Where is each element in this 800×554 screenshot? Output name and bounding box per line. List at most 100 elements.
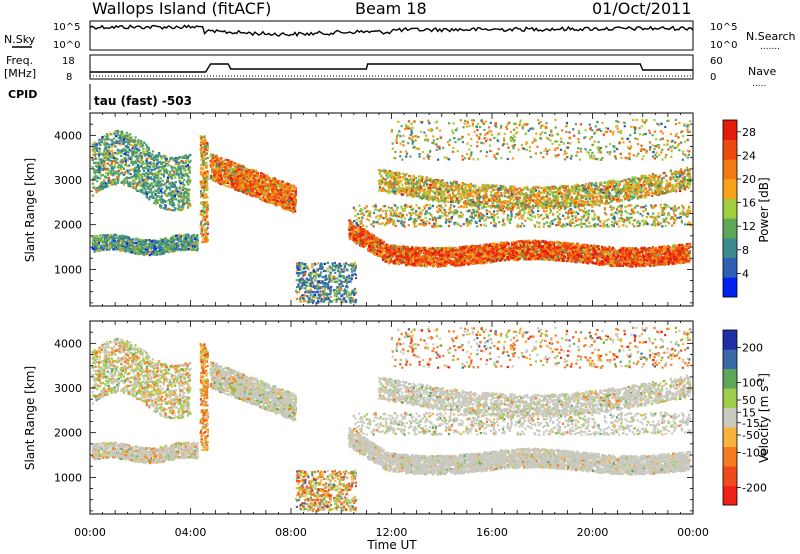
power-cell [186, 235, 188, 237]
power-cell [128, 240, 130, 242]
power-cell [149, 252, 151, 254]
power-cell [146, 247, 148, 249]
power-cell [142, 249, 144, 251]
power-cell [187, 205, 189, 207]
power-cell [127, 146, 129, 148]
power-cell [101, 247, 103, 249]
power-cell [143, 240, 145, 242]
power-cell [104, 135, 106, 137]
power-cell [124, 237, 126, 239]
noise-panel [90, 21, 693, 50]
power-cell [164, 190, 166, 192]
power-cell [153, 253, 155, 255]
power-cell [172, 235, 174, 237]
power-cell [185, 188, 187, 190]
power-cell [125, 246, 127, 248]
power-cell [143, 251, 145, 253]
power-cell [129, 251, 131, 253]
power-cell [116, 237, 118, 239]
power-cell [148, 239, 150, 241]
power-cell [106, 136, 108, 138]
power-cell [194, 238, 196, 240]
power-cell [187, 164, 189, 166]
power-cell [176, 242, 178, 244]
power-cell [142, 247, 144, 249]
power-cell [142, 147, 144, 149]
power-cell [92, 195, 94, 197]
power-cell [122, 133, 124, 135]
power-cell [115, 248, 117, 250]
power-cell [146, 244, 148, 246]
power-cell [120, 240, 122, 242]
power-cell [96, 150, 98, 152]
power-cell [106, 249, 108, 251]
power-cell [140, 251, 142, 253]
power-cell [120, 238, 122, 240]
power-cell [108, 138, 110, 140]
power-cell [106, 133, 108, 135]
nsky-line [90, 25, 693, 36]
power-cell [171, 204, 173, 206]
freq-unit-label: [MHz] [4, 67, 36, 80]
power-cell [139, 157, 141, 159]
noise-tick-left-bottom: 10^0 [53, 40, 80, 51]
noise-tick-right-bottom: 10^0 [710, 40, 737, 51]
power-cell [197, 242, 199, 244]
power-cell [144, 248, 146, 250]
power-cell [146, 193, 148, 195]
power-cell [133, 249, 135, 251]
power-cell [165, 239, 167, 241]
power-cell [123, 243, 125, 245]
power-cell [174, 209, 176, 211]
power-cell [116, 176, 118, 178]
power-cell [117, 246, 119, 248]
power-cell [127, 154, 129, 156]
power-cell [96, 250, 98, 252]
power-cell [135, 188, 137, 190]
power-cell [133, 145, 135, 147]
power-cell [180, 168, 182, 170]
power-cell [135, 250, 137, 252]
power-cell [117, 240, 119, 242]
power-cell [152, 166, 154, 168]
power-cell [135, 252, 137, 254]
power-cell [185, 162, 187, 164]
power-cell [189, 205, 191, 207]
power-cell [179, 162, 181, 164]
power-cell [154, 168, 156, 170]
power-cell [104, 186, 106, 188]
power-cell [104, 176, 106, 178]
power-cell [183, 203, 185, 205]
power-heatmap [92, 119, 692, 304]
power-cell [94, 248, 96, 250]
power-cell [93, 171, 95, 173]
power-cell [133, 183, 135, 185]
power-cell [107, 185, 109, 187]
power-cell [178, 206, 180, 208]
power-cell [120, 155, 122, 157]
power-cell [146, 158, 148, 160]
power-cell [171, 174, 173, 176]
power-cell [93, 168, 95, 170]
power-cell [119, 166, 121, 168]
cpid-label: CPID [8, 88, 37, 101]
power-cell [105, 168, 107, 170]
power-cell [158, 152, 160, 154]
power-cell [183, 243, 185, 245]
power-cell [174, 237, 176, 239]
power-cell [114, 131, 116, 133]
power-cell [156, 196, 158, 198]
power-cell [109, 247, 111, 249]
power-cell [169, 182, 171, 184]
power-cell [182, 157, 184, 159]
power-cell [117, 182, 119, 184]
power-cell [105, 153, 107, 155]
power-cell [139, 183, 141, 185]
power-cell [193, 234, 195, 236]
power-cell [107, 146, 109, 148]
power-cell [184, 245, 186, 247]
power-cell [133, 252, 135, 254]
power-cell [127, 140, 129, 142]
power-cell [161, 188, 163, 190]
power-cell [196, 249, 198, 251]
